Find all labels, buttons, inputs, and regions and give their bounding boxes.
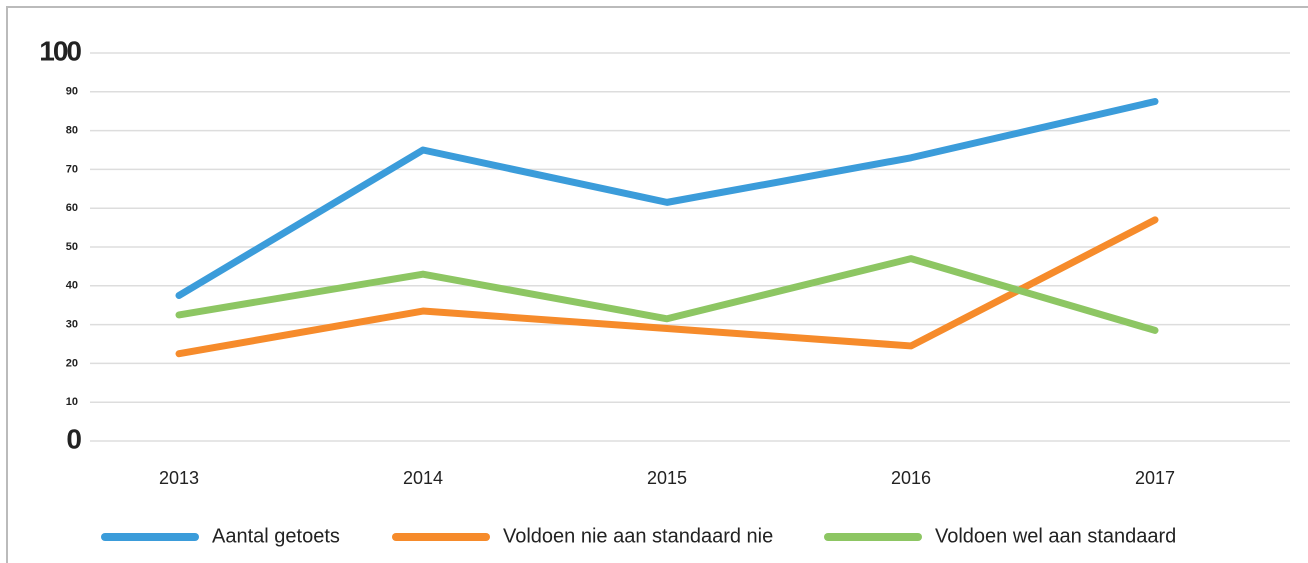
y-tick-label: 40 — [66, 280, 78, 292]
frame — [6, 6, 1308, 563]
line — [175, 216, 1159, 358]
x-tick-label: 2013 — [159, 468, 199, 488]
y-tick-label: 20 — [66, 357, 78, 369]
y-tick-label: 10 — [66, 396, 78, 408]
legend-label: Voldoen wel aan standaard — [935, 525, 1176, 547]
y-tick-label: 70 — [66, 163, 78, 175]
y-tick-label: 50 — [66, 241, 78, 253]
y-tick-label: 0 — [66, 423, 81, 454]
y-tick-label: 30 — [66, 319, 78, 331]
legend-label: Voldoen nie aan standaard nie — [503, 525, 773, 547]
legend-label: Aantal getoets — [212, 525, 340, 547]
line — [175, 255, 1159, 334]
x-tick-label: 2014 — [403, 468, 443, 488]
y-tick-label: 60 — [66, 202, 78, 214]
line — [175, 98, 1159, 299]
x-tick-label: 2017 — [1135, 468, 1175, 488]
y-tick-label: 80 — [66, 125, 78, 137]
x-tick-label: 2015 — [647, 468, 687, 488]
y-tick-label: 90 — [66, 86, 78, 98]
x-tick-label: 2016 — [891, 468, 931, 488]
y-tick-label: 100 — [39, 35, 81, 66]
